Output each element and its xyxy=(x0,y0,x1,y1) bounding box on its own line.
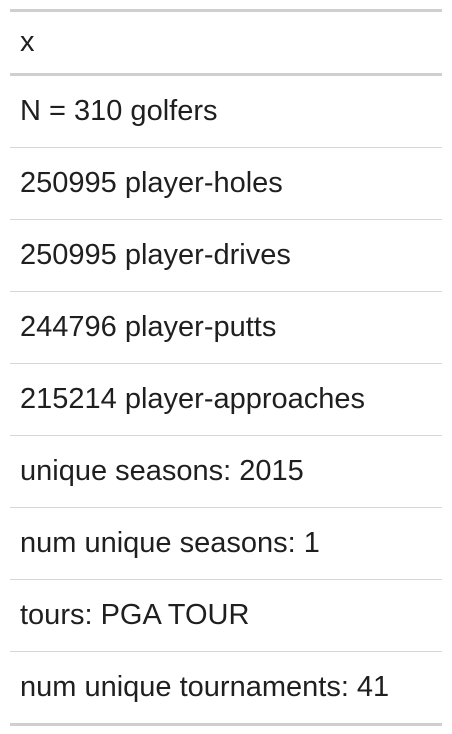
table-cell: 250995 player-drives xyxy=(10,219,442,292)
summary-table: x N = 310 golfers 250995 player-holes 25… xyxy=(10,9,442,726)
table-cell: 215214 player-approaches xyxy=(10,363,442,436)
table-cell: tours: PGA TOUR xyxy=(10,579,442,652)
table-row: num unique tournaments: 41 xyxy=(10,652,442,725)
column-header-x: x xyxy=(10,10,442,76)
table-body: N = 310 golfers 250995 player-holes 2509… xyxy=(10,74,442,725)
table-header-row: x xyxy=(10,10,442,76)
table-cell: N = 310 golfers xyxy=(10,74,442,148)
table-header: x xyxy=(10,10,442,76)
table-cell: num unique seasons: 1 xyxy=(10,507,442,580)
summary-table-container: x N = 310 golfers 250995 player-holes 25… xyxy=(10,9,442,726)
table-row: 250995 player-drives xyxy=(10,219,442,292)
table-cell: 244796 player-putts xyxy=(10,291,442,364)
table-row: unique seasons: 2015 xyxy=(10,435,442,508)
table-cell: unique seasons: 2015 xyxy=(10,435,442,508)
table-row: N = 310 golfers xyxy=(10,74,442,148)
table-row: 244796 player-putts xyxy=(10,291,442,364)
table-cell: num unique tournaments: 41 xyxy=(20,671,390,703)
table-cell: 250995 player-holes xyxy=(10,147,442,220)
table-row: num unique seasons: 1 xyxy=(10,507,442,580)
table-row: 250995 player-holes xyxy=(10,147,442,220)
table-row: 215214 player-approaches xyxy=(10,363,442,436)
table-row: tours: PGA TOUR xyxy=(10,579,442,652)
